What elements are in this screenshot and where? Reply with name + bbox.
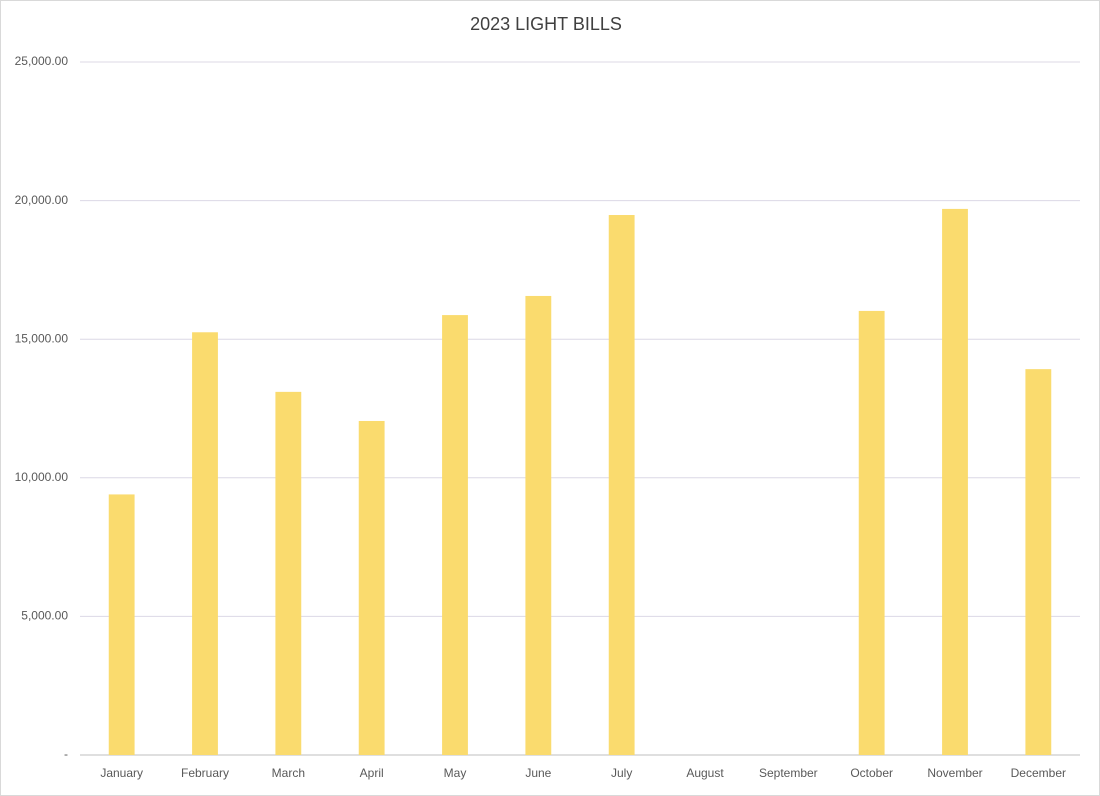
bar [275,391,302,755]
bar [1025,369,1052,755]
x-tick-label: March [272,766,305,780]
y-tick-label: 15,000.00 [15,331,69,345]
bar [525,295,552,755]
bar [358,420,385,755]
chart-title: 2023 LIGHT BILLS [470,14,622,34]
x-tick-label: November [927,766,982,780]
y-tick-label: 5,000.00 [21,609,68,623]
y-tick-label: 25,000.00 [15,54,69,68]
x-tick-label: June [525,766,551,780]
bar [192,332,218,755]
x-tick-label: May [444,766,467,780]
y-tick-label: 20,000.00 [15,193,69,207]
x-tick-label: January [100,766,143,780]
x-tick-label: February [181,766,229,780]
x-tick-label: July [611,766,632,780]
bar [942,208,968,755]
bar [608,215,635,755]
x-tick-label: December [1011,766,1066,780]
x-tick-label: October [850,766,893,780]
bar [858,310,885,755]
bar [442,315,468,755]
y-tick-label: - [64,747,68,761]
x-tick-label: September [759,766,818,780]
bar [108,494,135,755]
x-tick-label: April [360,766,384,780]
y-tick-label: 10,000.00 [15,470,69,484]
x-tick-label: August [686,766,724,780]
